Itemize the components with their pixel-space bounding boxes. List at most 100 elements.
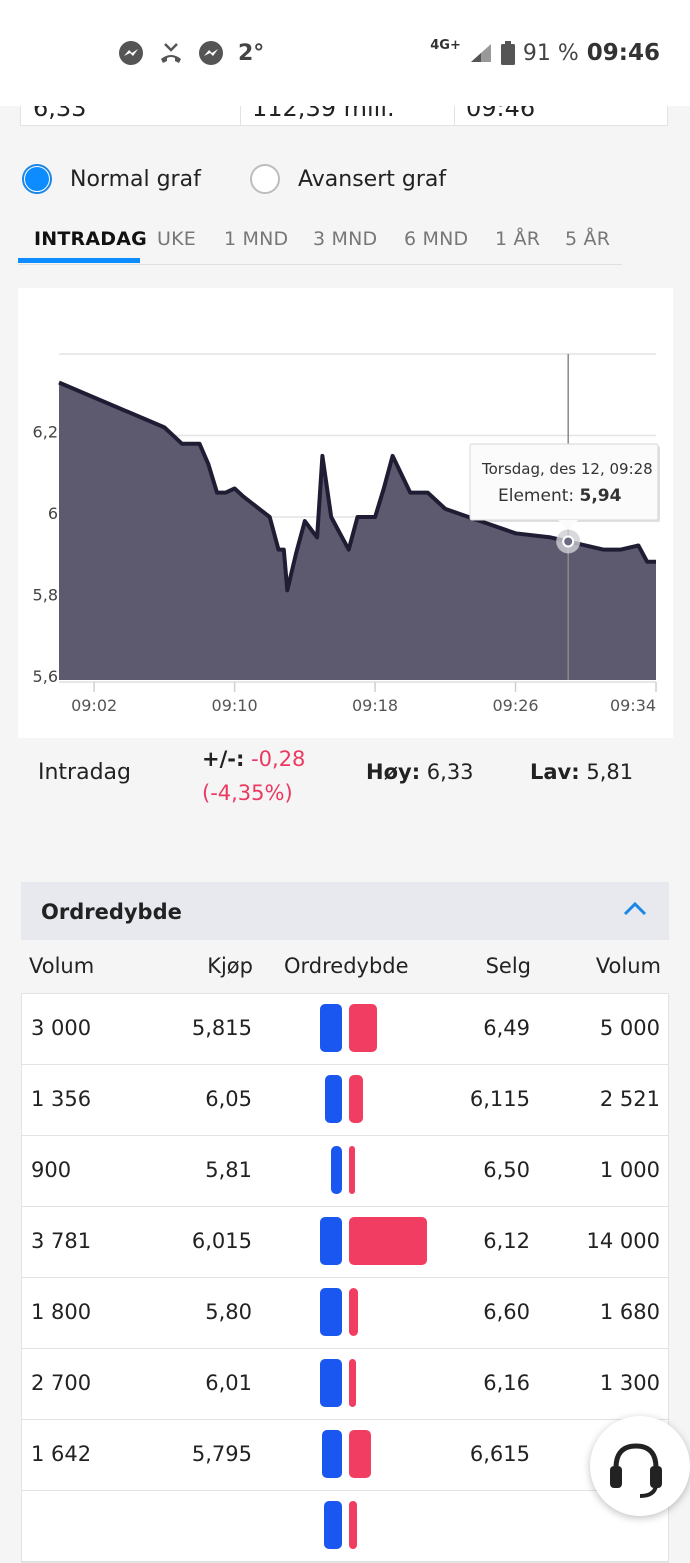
tab-5-years[interactable]: 5 ÅR [565, 228, 611, 250]
radio-advanced-label: Avansert graf [298, 166, 447, 192]
y-tick-label: 5,8 [33, 586, 58, 605]
buy-volume: 1 356 [31, 1087, 92, 1111]
period-tabs: INTRADAG UKE 1 MND 3 MND 6 MND 1 ÅR 5 ÅR [18, 222, 622, 265]
table-row[interactable]: 900 5,81 6,50 1 000 [22, 1136, 668, 1207]
stats-change: +/-: -0,28 (-4,35%) [202, 742, 305, 810]
y-tick-label: 5,6 [33, 667, 58, 686]
change-percent: (-4,35%) [202, 781, 293, 805]
buy-price: 5,81 [205, 1158, 252, 1182]
buy-depth-bar [320, 1004, 342, 1052]
sell-price: 6,50 [483, 1158, 530, 1182]
change-value: -0,28 [251, 747, 306, 771]
sell-price: 6,615 [469, 1442, 530, 1466]
sell-price: 6,115 [469, 1087, 530, 1111]
sell-depth-bar [349, 1288, 359, 1336]
table-row[interactable]: 1 356 6,05 6,115 2 521 [22, 1065, 668, 1136]
battery-level: 91 % [522, 40, 579, 66]
order-depth-table: 3 000 5,815 6,49 5 000 1 356 6,05 6,115 2 521 90… [21, 993, 669, 1563]
hover-point [562, 535, 575, 548]
chevron-up-icon[interactable] [623, 900, 647, 916]
x-tick-label: 09:10 [212, 696, 258, 715]
status-right: 4G+ 91 % 09:46 [430, 37, 660, 67]
tooltip-box [469, 443, 659, 521]
order-depth-title: Ordredybde [41, 900, 182, 924]
sell-volume: 1 680 [599, 1300, 660, 1324]
order-depth-header[interactable]: Ordredybde [21, 882, 669, 940]
order-depth-columns: Volum Kjøp Ordredybde Selg Volum [21, 940, 669, 994]
buy-volume: 900 [31, 1158, 72, 1182]
radio-advanced-graph[interactable]: Avansert graf [250, 164, 446, 194]
messenger-icon [119, 41, 143, 65]
table-row[interactable]: 3 000 5,815 6,49 5 000 [22, 994, 668, 1065]
intraday-stats: Intradag +/-: -0,28 (-4,35%) Høy: 6,33 L… [0, 742, 690, 812]
buy-depth-bar [320, 1288, 342, 1336]
radio-normal-indicator[interactable] [22, 164, 52, 194]
stats-label: Intradag [38, 760, 131, 785]
col-sell: Selg [485, 954, 531, 978]
buy-price: 6,01 [205, 1371, 252, 1395]
price-chart[interactable]: 09:02 09:10 09:18 09:26 09:34 5,6 5,8 6 6,2 Torsd… [18, 288, 673, 738]
buy-depth-bar [330, 1146, 342, 1194]
battery-icon [500, 41, 515, 65]
tooltip-date: Torsdag, des 12, 09:28 [481, 460, 653, 478]
tab-3-months[interactable]: 3 MND [313, 228, 378, 250]
sell-price: 6,12 [483, 1229, 530, 1253]
radio-advanced-indicator[interactable] [250, 164, 280, 194]
high-value: 6,33 [426, 760, 474, 784]
radio-normal-label: Normal graf [70, 166, 201, 192]
price-line [58, 380, 656, 593]
sell-depth-bar [349, 1217, 427, 1265]
tab-intraday[interactable]: INTRADAG [34, 228, 147, 250]
x-tick-label: 09:34 [610, 696, 656, 715]
col-sell-volume: Volum [595, 954, 661, 978]
buy-depth-bar [323, 1501, 342, 1549]
table-row[interactable]: 1 800 5,80 6,60 1 680 [22, 1278, 668, 1349]
buy-volume: 3 000 [31, 1016, 92, 1040]
radio-normal-graph[interactable]: Normal graf [22, 164, 201, 194]
y-tick-label: 6,2 [33, 423, 58, 442]
clock: 09:46 [586, 40, 660, 66]
col-buy: Kjøp [207, 954, 253, 978]
buy-volume: 1 800 [31, 1300, 92, 1324]
buy-depth-bar [325, 1075, 342, 1123]
col-buy-volume: Volum [29, 954, 95, 978]
signal-icon [470, 44, 491, 62]
sell-price: 6,60 [483, 1300, 530, 1324]
headset-icon [610, 1443, 662, 1498]
buy-price: 5,80 [205, 1300, 252, 1324]
tab-6-months[interactable]: 6 MND [404, 228, 469, 250]
table-row[interactable]: 2 700 6,01 6,16 1 300 [22, 1349, 668, 1420]
sell-depth-bar [349, 1501, 358, 1549]
buy-volume: 2 700 [31, 1371, 92, 1395]
tab-week[interactable]: UKE [157, 228, 196, 250]
stats-high: Høy: 6,33 [366, 760, 474, 784]
table-row[interactable] [22, 1491, 668, 1562]
sell-price: 6,16 [483, 1371, 530, 1395]
price-chart-svg[interactable]: 09:02 09:10 09:18 09:26 09:34 5,6 5,8 6 6,2 Torsd… [18, 288, 673, 738]
x-tick-label: 09:26 [492, 696, 538, 715]
sell-volume: 5 000 [599, 1016, 660, 1040]
support-chat-button[interactable] [590, 1416, 690, 1516]
active-tab-indicator [18, 258, 140, 263]
buy-depth-bar [320, 1359, 342, 1407]
change-key: +/-: [202, 747, 245, 771]
buy-price: 5,815 [191, 1016, 252, 1040]
buy-price: 6,015 [191, 1229, 252, 1253]
temperature: 2° [238, 40, 265, 66]
messenger-icon [199, 41, 223, 65]
tab-1-month[interactable]: 1 MND [224, 228, 289, 250]
status-bar: 2° 4G+ 91 % 09:46 [0, 0, 690, 106]
tab-1-year[interactable]: 1 ÅR [495, 228, 541, 250]
sell-volume: 1 300 [599, 1371, 660, 1395]
sell-volume: 14 000 [586, 1229, 660, 1253]
missed-call-icon [161, 43, 181, 63]
table-row[interactable]: 3 781 6,015 6,12 14 000 [22, 1207, 668, 1278]
price-area [59, 382, 656, 680]
low-key: Lav: [530, 760, 580, 784]
network-type: 4G+ [430, 37, 461, 53]
sell-price: 6,49 [483, 1016, 530, 1040]
sell-depth-bar [349, 1430, 372, 1478]
stats-low: Lav: 5,81 [530, 760, 633, 784]
sell-depth-bar [349, 1146, 355, 1194]
